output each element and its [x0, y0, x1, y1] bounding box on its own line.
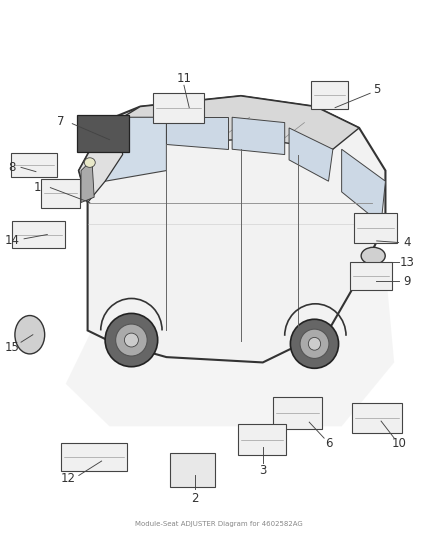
FancyBboxPatch shape	[352, 403, 402, 433]
Polygon shape	[81, 160, 94, 203]
Ellipse shape	[15, 316, 45, 354]
Polygon shape	[123, 96, 359, 155]
FancyBboxPatch shape	[61, 443, 127, 471]
Ellipse shape	[124, 333, 138, 347]
Polygon shape	[289, 128, 333, 181]
Text: 12: 12	[60, 472, 75, 485]
FancyBboxPatch shape	[153, 93, 204, 123]
Ellipse shape	[361, 247, 385, 264]
Polygon shape	[342, 149, 385, 224]
FancyBboxPatch shape	[311, 81, 348, 109]
Polygon shape	[232, 117, 285, 155]
FancyBboxPatch shape	[238, 424, 286, 455]
FancyBboxPatch shape	[41, 179, 80, 208]
Text: 15: 15	[5, 341, 20, 354]
Text: 8: 8	[9, 161, 16, 174]
Polygon shape	[66, 240, 394, 426]
Text: 2: 2	[191, 492, 199, 505]
FancyBboxPatch shape	[77, 115, 129, 151]
Text: 4: 4	[403, 236, 411, 249]
Polygon shape	[79, 117, 123, 203]
Text: 5: 5	[373, 83, 380, 96]
FancyBboxPatch shape	[11, 153, 57, 177]
Text: 6: 6	[325, 437, 332, 450]
Ellipse shape	[105, 313, 158, 367]
Text: 13: 13	[400, 256, 415, 269]
Text: 14: 14	[5, 235, 20, 247]
Text: 1: 1	[33, 181, 41, 194]
Ellipse shape	[84, 158, 95, 167]
Text: 10: 10	[392, 437, 407, 450]
Text: 7: 7	[57, 115, 64, 128]
Text: 11: 11	[177, 72, 191, 85]
Text: 3: 3	[259, 464, 266, 477]
FancyBboxPatch shape	[273, 398, 322, 429]
Polygon shape	[96, 117, 166, 181]
FancyBboxPatch shape	[12, 221, 65, 248]
Text: Module-Seat ADJUSTER Diagram for 4602582AG: Module-Seat ADJUSTER Diagram for 4602582…	[135, 521, 303, 527]
FancyBboxPatch shape	[354, 213, 398, 243]
Ellipse shape	[116, 324, 147, 356]
FancyBboxPatch shape	[350, 262, 392, 290]
Polygon shape	[166, 117, 228, 149]
Ellipse shape	[300, 329, 329, 358]
Text: 9: 9	[403, 275, 411, 288]
FancyBboxPatch shape	[170, 453, 215, 487]
Ellipse shape	[308, 337, 321, 350]
Polygon shape	[79, 96, 385, 362]
Ellipse shape	[290, 319, 339, 368]
